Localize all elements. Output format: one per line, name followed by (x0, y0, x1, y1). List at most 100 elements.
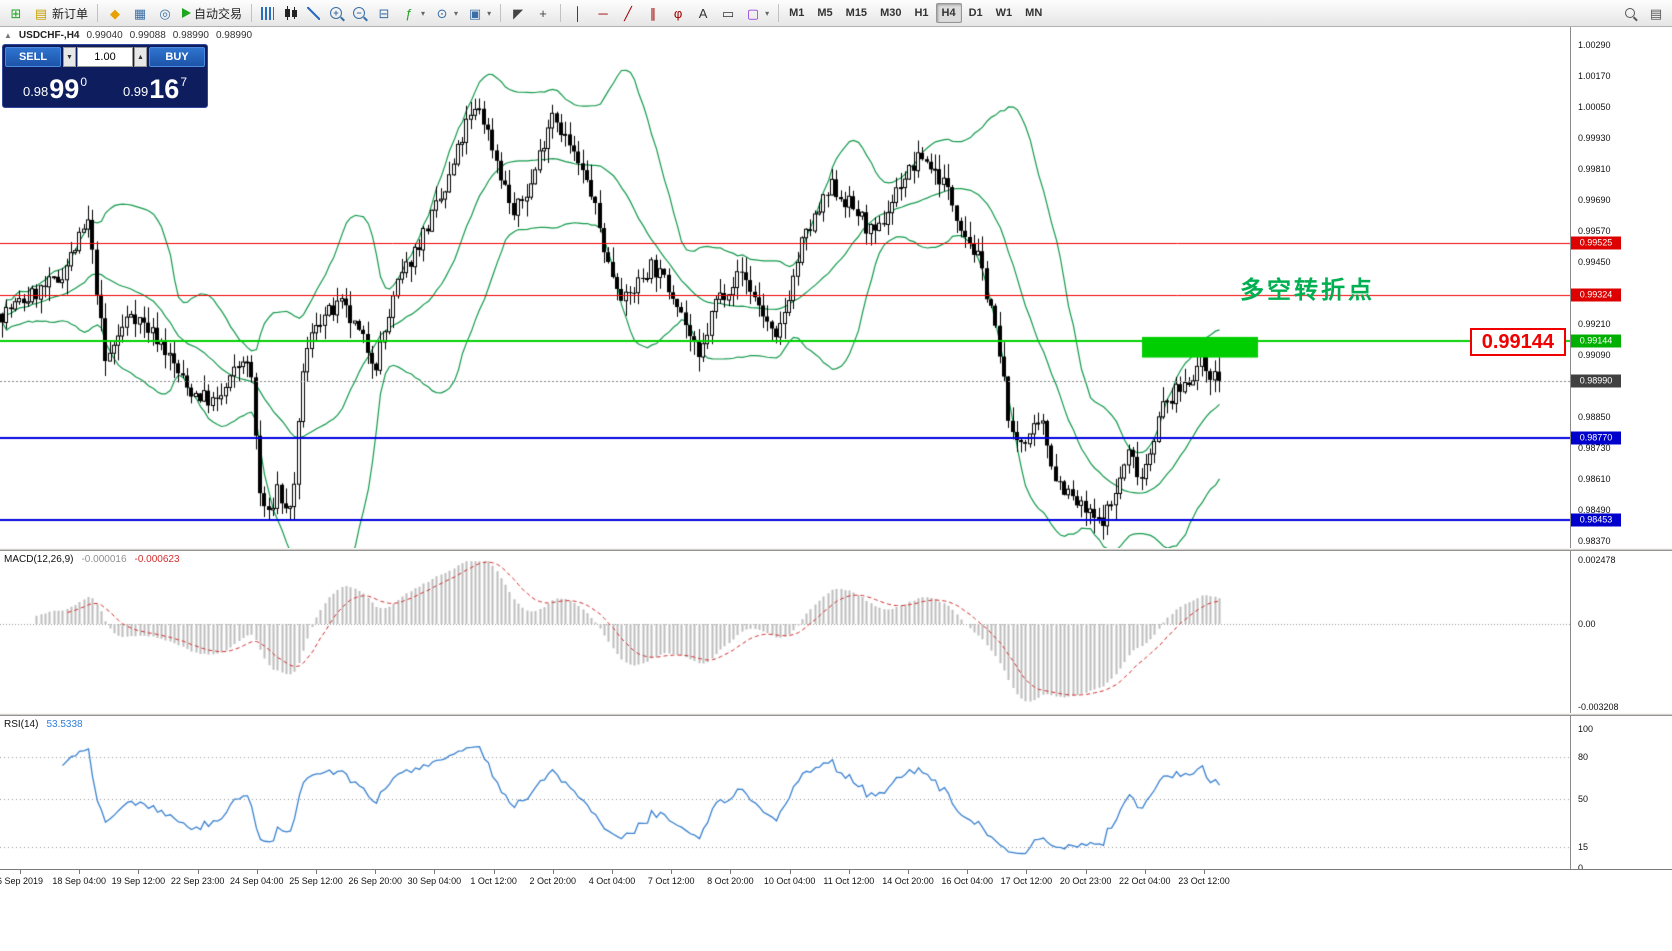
text-label-icon[interactable]: ▭ (716, 2, 740, 24)
price-chart-canvas[interactable] (0, 27, 1570, 548)
time-axis-tick (1085, 870, 1087, 874)
time-axis-label: 4 Oct 04:00 (588, 876, 636, 886)
tile-windows-icon[interactable]: ⊟ (372, 2, 396, 24)
timeframe-m30[interactable]: M30 (880, 7, 902, 19)
sell-price-quote[interactable]: 0.98 99 0 (5, 67, 105, 105)
autotrade-button[interactable]: 自动交易 (178, 2, 246, 24)
time-axis-label: 6 Sep 2019 (0, 876, 44, 886)
sell-button[interactable]: SELL (5, 47, 61, 67)
one-click-trading-panel: SELL ▼ 1.00 ▲ BUY 0.98 99 0 0.99 16 7 (2, 44, 208, 108)
time-axis-label: 1 Oct 12:00 (470, 876, 517, 886)
timeframe-w1[interactable]: W1 (995, 7, 1013, 19)
buy-button[interactable]: BUY (149, 47, 205, 67)
fibo-glyph: φ (673, 5, 683, 21)
templates-icon[interactable]: ▣ ▾ (463, 2, 495, 24)
search-glyph (1625, 8, 1635, 18)
macd-scale[interactable]: 0.002478 0.00 -0.003208 (1570, 551, 1672, 713)
linec-glyph (307, 6, 321, 20)
candles-glyph (284, 6, 299, 20)
time-axis-label: 22 Oct 04:00 (1119, 876, 1171, 886)
equidistant-channel-icon[interactable]: ∥ (641, 2, 665, 24)
time-axis-label: 11 Oct 12:00 (823, 876, 875, 886)
market-watch-icon[interactable]: ▦ (128, 2, 152, 24)
price-axis-label: 0.98610 (1578, 474, 1611, 484)
new-order-button[interactable]: ▤ 新订单 (29, 2, 92, 24)
macd-canvas[interactable] (0, 551, 1570, 713)
time-axis-label: 8 Oct 20:00 (707, 876, 754, 886)
resistance-line-1-tag: 0.99525 (1571, 236, 1621, 250)
timeframe-mn[interactable]: MN (1025, 7, 1043, 19)
time-axis-tick (79, 870, 81, 874)
volume-up-button[interactable]: ▲ (134, 47, 147, 67)
clock-glyph: ⊙ (436, 5, 448, 21)
label-glyph: ▭ (721, 5, 735, 21)
timeframe-d1[interactable]: D1 (968, 7, 983, 19)
dropdown-caret-icon: ▾ (765, 8, 770, 18)
timeframe-h4[interactable]: H4 (935, 3, 962, 23)
web-terminal-icon[interactable]: ◎ (153, 2, 177, 24)
symbol-info-row: ▲ USDCHF-,H4 0.99040 0.99088 0.98990 0.9… (4, 30, 252, 41)
time-axis-tick (730, 870, 732, 874)
line-chart-icon[interactable] (303, 2, 325, 24)
sell-price-sup: 0 (80, 75, 88, 89)
time-axis-label: 25 Sep 12:00 (289, 876, 343, 886)
time-axis-tick (848, 870, 850, 874)
price-axis-label: 1.00170 (1578, 71, 1611, 81)
one-click-toggle-icon[interactable]: ▲ (4, 31, 12, 40)
pane-divider[interactable] (0, 713, 1672, 716)
rsi-axis-label: 0 (1578, 863, 1584, 869)
fibonacci-icon[interactable]: φ (666, 2, 690, 24)
time-axis-label: 23 Oct 12:00 (1178, 876, 1230, 886)
cross-glyph: + (539, 5, 547, 21)
price-axis-label: 0.98370 (1578, 536, 1611, 546)
tile-glyph: ⊟ (378, 5, 390, 21)
resistance-line-2-tag: 0.99324 (1571, 288, 1621, 302)
trendline-icon[interactable]: ╱ (616, 2, 640, 24)
price-axis-label: 0.99930 (1578, 133, 1611, 143)
buy-price-quote[interactable]: 0.99 16 7 (105, 67, 205, 105)
buy-price-big: 16 (149, 74, 180, 104)
zoom-out-icon[interactable]: − (349, 2, 371, 24)
rsi-axis-label: 80 (1578, 751, 1589, 762)
cursor-icon[interactable]: ◤ (506, 2, 530, 24)
rsi-pane: RSI(14) 53.5338 100 80 50 15 0 (0, 716, 1672, 869)
indicators-icon[interactable]: ƒ ▾ (397, 2, 429, 24)
timeframe-m5[interactable]: M5 (817, 7, 833, 19)
timeframe-m15[interactable]: M15 (845, 7, 868, 19)
pane-divider[interactable] (0, 548, 1672, 551)
dropdown-caret-icon: ▾ (421, 8, 426, 18)
time-axis-label: 20 Oct 23:00 (1059, 876, 1112, 886)
vertical-line-icon[interactable]: │ (566, 2, 590, 24)
volume-input[interactable]: 1.00 (77, 47, 133, 67)
new-chart-icon[interactable]: ⊞ (4, 2, 28, 24)
announcement-icon[interactable]: ◆ (103, 2, 127, 24)
toolbar-separator (778, 4, 780, 22)
timeframe-h1[interactable]: H1 (914, 7, 929, 19)
macd-label: MACD(12,26,9) -0.000016 -0.000623 (4, 554, 180, 565)
shapes-icon[interactable]: ▢ ▾ (741, 2, 773, 24)
bar-chart-icon[interactable] (257, 2, 279, 24)
time-axis-label: 30 Sep 04:00 (407, 876, 462, 886)
pivot-line-tag: 0.99144 (1571, 334, 1621, 348)
horizontal-line-icon[interactable]: ─ (591, 2, 615, 24)
volume-down-button[interactable]: ▼ (63, 47, 76, 67)
tpl-glyph: ▣ (468, 5, 482, 21)
toolbar-menu-icon[interactable]: ▤ (1644, 2, 1668, 24)
zoom-in-icon[interactable]: + (326, 2, 348, 24)
volume-control: ▼ 1.00 ▲ (63, 47, 147, 67)
toolbar-separator (97, 4, 99, 22)
menu-glyph: ▤ (1649, 5, 1663, 21)
search-icon[interactable] (1621, 2, 1643, 24)
time-axis[interactable]: 6 Sep 2019 18 Sep 04:00 19 Sep 12:00 22 Sep… (0, 869, 1672, 891)
periods-icon[interactable]: ⊙ ▾ (430, 2, 462, 24)
price-axis-label: 0.99570 (1578, 226, 1611, 236)
price-scale[interactable]: 1.00290 1.00170 1.00050 0.99930 0.99810 0.996… (1570, 27, 1672, 548)
crosshair-icon[interactable]: + (531, 2, 555, 24)
vline-glyph: │ (574, 5, 583, 21)
candlestick-chart-icon[interactable] (280, 2, 302, 24)
text-icon[interactable]: A (691, 2, 715, 24)
rsi-scale[interactable]: 100 80 50 15 0 (1570, 716, 1672, 869)
timeframe-m1[interactable]: M1 (789, 7, 805, 19)
timeframe-group: M1 M5 M15 M30 H1 H4 D1 W1 MN (783, 3, 1048, 23)
rsi-canvas[interactable] (0, 716, 1570, 869)
